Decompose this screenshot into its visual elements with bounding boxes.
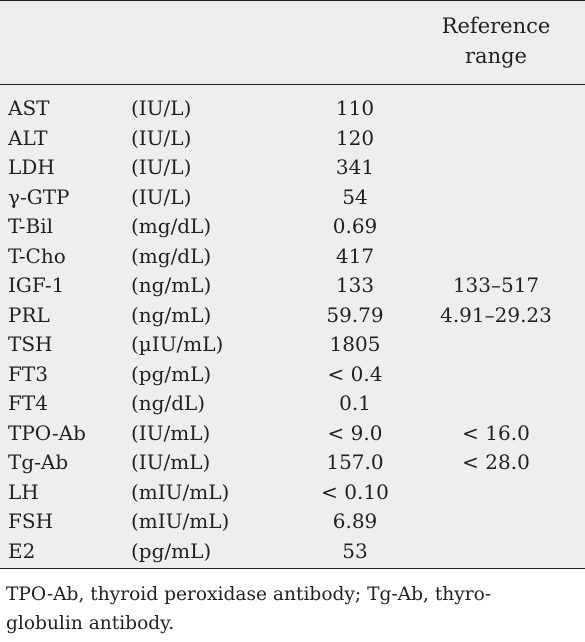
analyte-reference-range: 133–517 [452, 273, 540, 297]
analyte-unit: (IU/mL) [131, 450, 211, 474]
reference-range-header-line1: Reference [441, 14, 551, 38]
top-rule [0, 0, 585, 1]
table-row: PRL (ng/mL) 59.79 4.91–29.23 [0, 301, 585, 331]
analyte-name: TPO-Ab [8, 420, 86, 445]
analyte-name: ALT [8, 125, 48, 150]
table-row: ALT (IU/L) 120 [0, 124, 585, 154]
analyte-value: 133 [335, 273, 375, 297]
analyte-value: 341 [335, 155, 375, 179]
table-row: TPO-Ab (IU/mL) < 9.0 < 16.0 [0, 419, 585, 449]
analyte-name: Tg-Ab [8, 450, 69, 474]
analyte-value: < 0.10 [321, 479, 389, 504]
analyte-name: IGF-1 [8, 273, 65, 297]
analyte-name: E2 [8, 538, 36, 563]
analyte-unit: (mg/dL) [131, 243, 212, 268]
table-row: γ-GTP (IU/L) 54 [0, 183, 585, 213]
analyte-unit: (mIU/mL) [131, 509, 230, 533]
analyte-value: 120 [335, 125, 375, 150]
table-body: AST (IU/L) 110 ALT (IU/L) 120 LDH (IU/L) 341 γ-GT… [0, 94, 585, 566]
analyte-unit: (IU/mL) [131, 420, 211, 445]
analyte-value: 59.79 [326, 302, 384, 327]
reference-range-header: Reference range [426, 11, 566, 71]
analyte-unit: (pg/mL) [131, 538, 212, 563]
analyte-unit: (pg/mL) [131, 361, 212, 386]
table-row: FT3 (pg/mL) < 0.4 [0, 360, 585, 390]
analyte-value: 53 [342, 538, 368, 563]
analyte-value: < 0.4 [327, 361, 383, 386]
analyte-value: 0.69 [332, 214, 378, 238]
table-row: AST (IU/L) 110 [0, 94, 585, 124]
analyte-unit: (mIU/mL) [131, 479, 230, 504]
table-row: E2 (pg/mL) 53 [0, 537, 585, 567]
analyte-value: 110 [335, 96, 375, 120]
analyte-name: FT4 [8, 391, 48, 415]
table-row: FT4 (ng/dL) 0.1 [0, 389, 585, 419]
table-row: T-Cho (mg/dL) 417 [0, 242, 585, 272]
analyte-reference-range: < 28.0 [462, 450, 530, 474]
table-row: TSH (µIU/mL) 1805 [0, 330, 585, 360]
lab-results-table: Reference range AST (IU/L) 110 ALT (IU/L) 120… [0, 0, 585, 569]
analyte-name: PRL [8, 302, 50, 327]
analyte-unit: (IU/L) [131, 155, 192, 179]
header-rule [0, 84, 585, 85]
analyte-value: 1805 [329, 332, 381, 356]
analyte-name: T-Bil [8, 214, 54, 238]
analyte-reference-range: 4.91–29.23 [440, 302, 552, 327]
analyte-name: LH [8, 479, 39, 504]
analyte-unit: (IU/L) [131, 125, 192, 150]
analyte-name: LDH [8, 155, 55, 179]
table-row: LH (mIU/mL) < 0.10 [0, 478, 585, 508]
analyte-value: 0.1 [339, 391, 371, 415]
analyte-name: AST [8, 96, 50, 120]
analyte-reference-range: < 16.0 [462, 420, 530, 445]
analyte-unit: (ng/mL) [131, 302, 212, 327]
analyte-unit: (ng/mL) [131, 273, 212, 297]
analyte-value: 6.89 [332, 509, 378, 533]
table-row: Tg-Ab (IU/mL) 157.0 < 28.0 [0, 448, 585, 478]
analyte-unit: (µIU/mL) [131, 332, 224, 356]
reference-range-header-line2: range [465, 44, 527, 68]
table-row: LDH (IU/L) 341 [0, 153, 585, 183]
analyte-value: 417 [335, 243, 375, 268]
analyte-name: TSH [8, 332, 53, 356]
bottom-rule [0, 568, 585, 569]
analyte-value: 54 [342, 184, 368, 209]
analyte-unit: (IU/L) [131, 96, 192, 120]
analyte-name: γ-GTP [8, 184, 70, 209]
table-row: IGF-1 (ng/mL) 133 133–517 [0, 271, 585, 301]
analyte-name: T-Cho [8, 243, 66, 268]
analyte-name: FT3 [8, 361, 48, 386]
analyte-unit: (mg/dL) [131, 214, 212, 238]
table-row: T-Bil (mg/dL) 0.69 [0, 212, 585, 242]
analyte-value: < 9.0 [327, 420, 383, 445]
analyte-unit: (ng/dL) [131, 391, 206, 415]
analyte-unit: (IU/L) [131, 184, 192, 209]
table-footnote: TPO-Ab, thyroid peroxidase antibody; Tg-… [6, 584, 492, 634]
analyte-name: FSH [8, 509, 54, 533]
analyte-value: 157.0 [326, 450, 384, 474]
table-row: FSH (mIU/mL) 6.89 [0, 507, 585, 537]
